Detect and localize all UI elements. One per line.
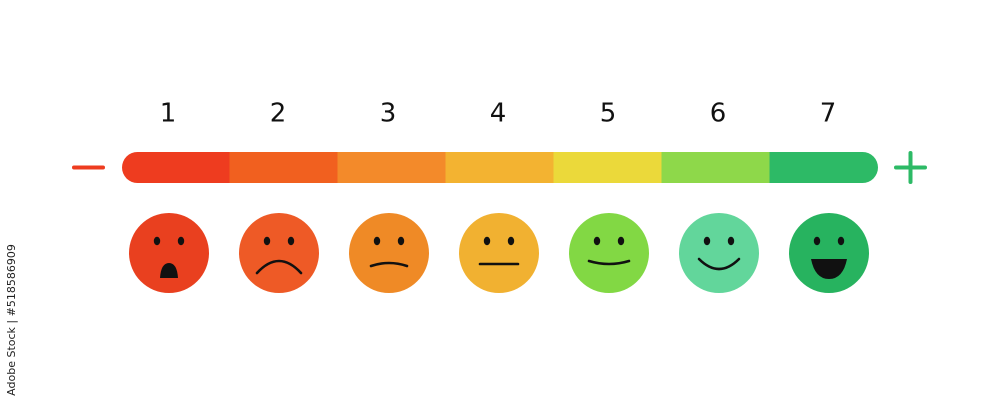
face-icon [129, 213, 209, 293]
scale-label: 5 [600, 99, 617, 129]
mouth [587, 259, 631, 266]
plus-icon [894, 151, 927, 184]
face-icon [569, 213, 649, 293]
face-icon [459, 213, 539, 293]
eye [483, 236, 491, 246]
eye [153, 236, 161, 246]
bar-segment [229, 152, 339, 183]
eye [727, 236, 735, 246]
mouth [697, 257, 741, 271]
watermark: Adobe Stock | #518586909 [5, 244, 18, 396]
eye [813, 236, 821, 246]
face-icon [789, 213, 869, 293]
eye [263, 236, 271, 246]
bar-segment [337, 152, 447, 183]
eye [507, 236, 515, 246]
bar-segment [553, 152, 663, 183]
face [679, 213, 759, 293]
eye [397, 236, 405, 246]
face [789, 213, 869, 293]
mouth [255, 259, 303, 275]
scale-label: 2 [270, 99, 287, 129]
eye [837, 236, 845, 246]
bar-segment [769, 152, 878, 183]
bar-segment [445, 152, 555, 183]
face-icon [239, 213, 319, 293]
scale-label: 1 [160, 99, 177, 129]
scale-label: 3 [380, 99, 397, 129]
mouth [160, 263, 178, 278]
eye [703, 236, 711, 246]
face [129, 213, 209, 293]
eye [177, 236, 185, 246]
eye [373, 236, 381, 246]
scale-label: 4 [490, 99, 507, 129]
eye [593, 236, 601, 246]
bar-segment [122, 152, 231, 183]
mouth [811, 259, 847, 279]
scale-label: 6 [710, 99, 727, 129]
eye [617, 236, 625, 246]
face [239, 213, 319, 293]
scale-bar [122, 152, 878, 183]
face-icon [679, 213, 759, 293]
face [569, 213, 649, 293]
mouth [369, 261, 409, 268]
face [349, 213, 429, 293]
face-icon [349, 213, 429, 293]
scale-label: 7 [820, 99, 837, 129]
eye [287, 236, 295, 246]
bar-segment [661, 152, 771, 183]
face [459, 213, 539, 293]
